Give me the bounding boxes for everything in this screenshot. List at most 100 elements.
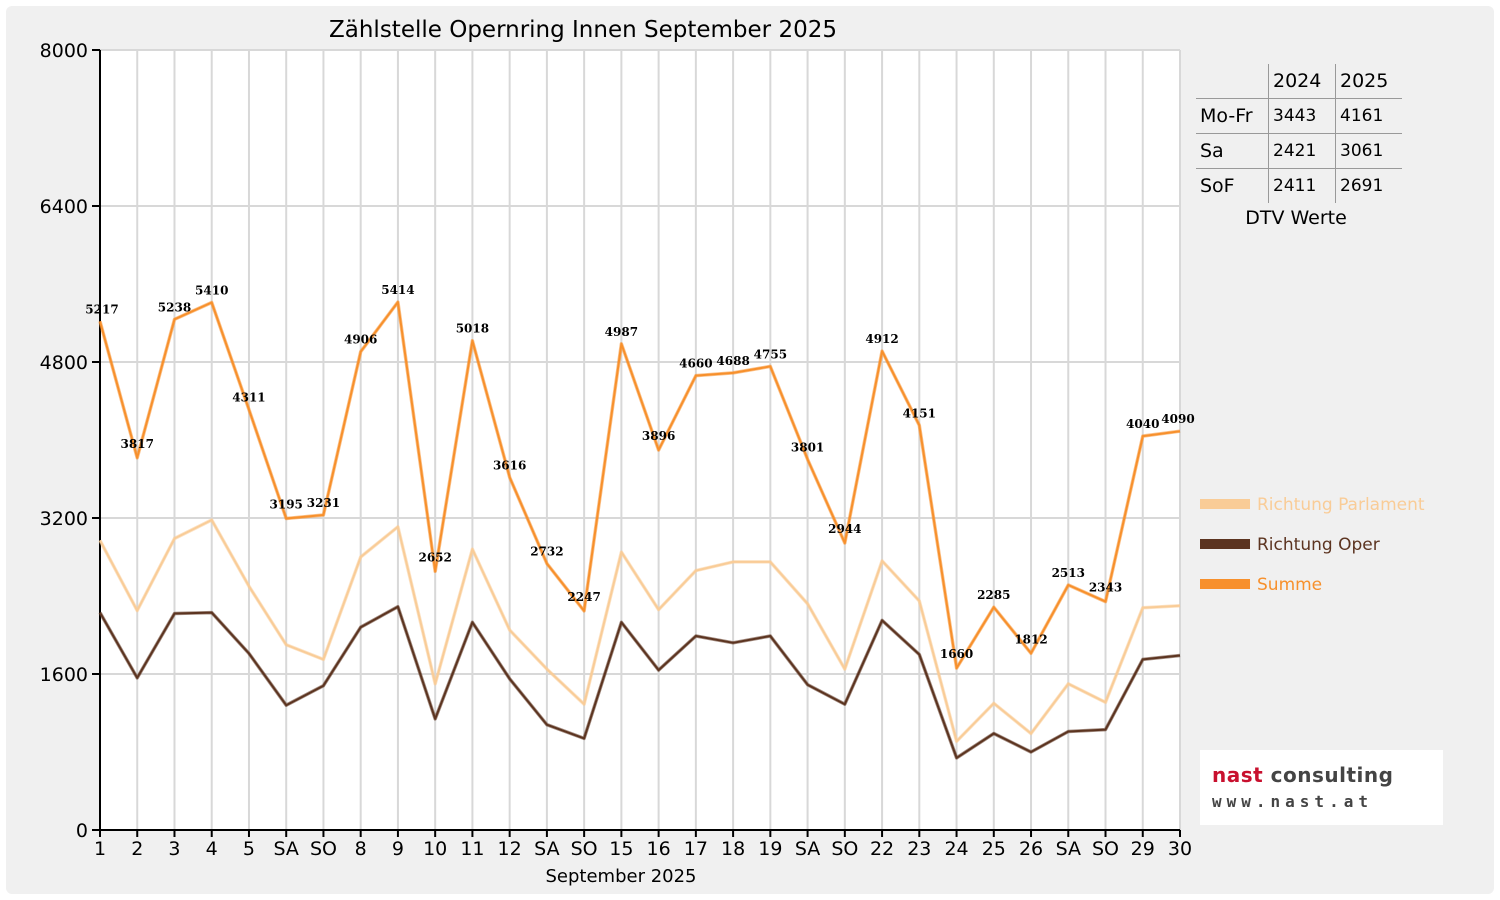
y-tick-label: 6400 [40,196,88,218]
logo-wordmark: nast consulting [1212,763,1393,787]
data-label: 2247 [567,590,600,604]
x-tick-label: 9 [392,838,404,860]
x-tick-label: 1 [94,838,106,860]
dtv-header-2025: 2025 [1335,64,1402,99]
data-label: 3801 [791,440,824,454]
data-label: 5217 [85,302,118,316]
data-label: 4912 [865,332,898,346]
x-tick-label: SO [571,838,598,860]
y-tick-label: 8000 [40,40,88,62]
data-label: 4151 [903,406,936,420]
dtv-row-mofr: Mo-Fr 3443 4161 [1196,98,1402,134]
dtv-row-label: SoF [1196,168,1269,203]
data-label: 3231 [307,496,340,510]
x-tick-label: SA [1056,838,1081,860]
data-label: 2343 [1089,581,1122,595]
chart-title: Zählstelle Opernring Innen September 202… [329,17,837,43]
x-tick-label: 26 [1019,838,1043,860]
data-label: 4688 [716,354,749,368]
x-tick-label: 2 [131,838,143,860]
data-label: 5018 [456,322,489,336]
data-label: 4311 [232,391,265,405]
legend-label-summe: Summe [1257,575,1322,595]
legend: Richtung Parlament Richtung Oper Summe [1200,495,1425,595]
dtv-row-sa: Sa 2421 3061 [1196,133,1402,169]
dtv-header-row: 2024 2025 [1196,64,1402,99]
data-label: 2285 [977,588,1010,602]
dtv-value-2025: 4161 [1335,98,1402,134]
axes [99,50,1180,831]
x-tick-label: 5 [243,838,255,860]
x-tick-label: 22 [870,838,894,860]
data-label: 4090 [1161,412,1194,426]
logo-url: www.nast.at [1212,792,1373,811]
dtv-values-table: 2024 2025 Mo-Fr 3443 4161 Sa 2421 3061 S… [1196,64,1402,203]
x-tick-label: 15 [609,838,633,860]
x-tick-label: 8 [355,838,367,860]
legend-label-richtung-oper: Richtung Oper [1257,535,1380,555]
y-tick-label: 0 [76,820,88,842]
x-tick-label: 4 [206,838,218,860]
data-label: 5414 [381,283,414,297]
y-tick-label: 3200 [40,508,88,530]
series-lines [98,300,1181,760]
y-tick-label: 1600 [40,664,88,686]
data-label: 3817 [121,437,154,451]
data-label: 5410 [195,284,228,298]
x-axis-label: September 2025 [545,866,696,887]
series-line-richtung-parlament [99,519,1181,743]
x-tick-label: 11 [460,838,484,860]
nast-consulting-logo: nast consulting www.nast.at [1200,750,1443,825]
x-tick-label: 16 [647,838,671,860]
series-line-richtung-oper [99,605,1181,759]
data-label: 2944 [828,522,861,536]
x-tick-label: SO [310,838,337,860]
data-label: 4906 [344,333,377,347]
data-label: 3616 [493,458,526,472]
x-tick-label: SA [795,838,820,860]
dtv-value-2025: 2691 [1335,168,1402,203]
x-tick-label: SA [273,838,298,860]
x-tick-label: 29 [1131,838,1155,860]
dtv-row-label: Mo-Fr [1196,98,1269,134]
data-label: 2513 [1052,566,1085,580]
legend-label-richtung-parlament: Richtung Parlament [1257,495,1425,515]
dtv-value-2024: 2421 [1268,133,1336,169]
x-tick-label: 24 [944,838,968,860]
data-label: 4660 [679,357,712,371]
dtv-value-2025: 3061 [1335,133,1402,169]
x-tick-label: 17 [684,838,708,860]
x-tick-label: 18 [721,838,745,860]
x-tick-label: 10 [423,838,447,860]
dtv-row-label: Sa [1196,133,1269,169]
x-tick-label: 23 [907,838,931,860]
data-label: 4040 [1126,417,1159,431]
data-label: 4755 [754,347,787,361]
data-label: 1660 [940,647,973,661]
logo-nast: nast [1212,763,1264,787]
data-labels: 5217 3817 5238 5410 4311 3195 3231 4906 5414 2652… [85,283,1194,661]
x-tick-label: 19 [758,838,782,860]
x-tick-label: 12 [498,838,522,860]
x-axis-ticks: 1 2 3 4 5 SA SO 8 9 10 11 12 SA SO 15 16 17 18 19 SA SO 22 23 2… [94,830,1192,860]
plot-area [100,50,1180,830]
dtv-header-2024: 2024 [1268,64,1336,99]
x-tick-label: 3 [168,838,180,860]
dtv-value-2024: 2411 [1268,168,1336,203]
y-axis-ticks: 0 1600 3200 4800 6400 8000 [40,40,100,842]
data-label: 2652 [418,550,451,564]
dtv-row-sof: SoF 2411 2691 [1196,168,1402,203]
data-label: 3195 [270,497,303,511]
data-label: 4987 [605,325,638,339]
dtv-header-empty [1196,64,1269,99]
dtv-caption: DTV Werte [1245,207,1347,229]
dtv-value-2024: 3443 [1268,98,1336,134]
x-tick-label: SO [1092,838,1119,860]
x-tick-label: SO [831,838,858,860]
legend-swatch-richtung-oper [1200,539,1250,549]
x-tick-label: 25 [982,838,1006,860]
data-label: 2732 [530,545,563,559]
grid-lines [100,49,1181,830]
series-line-summe [99,301,1181,670]
